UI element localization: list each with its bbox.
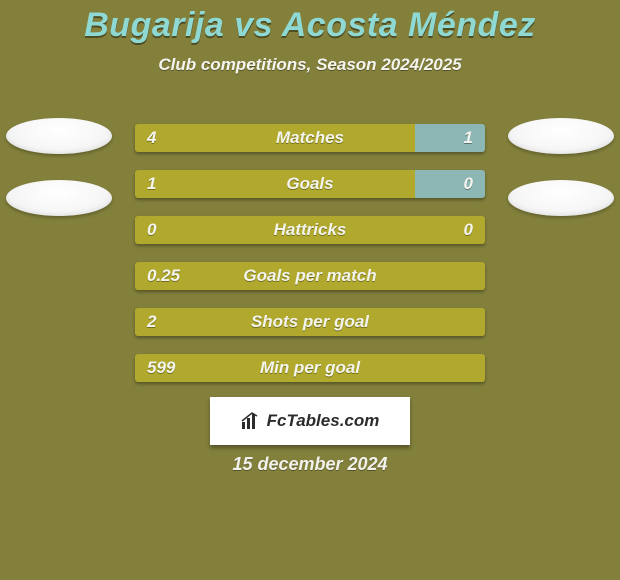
page-title: Bugarija vs Acosta Méndez xyxy=(0,0,620,45)
stat-bar: Min per goal599 xyxy=(135,354,485,382)
date-line: 15 december 2024 xyxy=(0,454,620,475)
stat-bar: Shots per goal2 xyxy=(135,308,485,336)
bar-chart-icon xyxy=(241,412,261,430)
right-avatar-column xyxy=(506,118,616,216)
stat-bar: Goals per match0.25 xyxy=(135,262,485,290)
stat-bar-left-segment xyxy=(135,124,415,152)
avatar xyxy=(508,118,614,154)
stat-bar-left-segment xyxy=(135,170,415,198)
stat-bar: Matches41 xyxy=(135,124,485,152)
stat-bar-left-segment xyxy=(135,216,485,244)
avatar xyxy=(6,118,112,154)
stat-bar-left-segment xyxy=(135,262,485,290)
stat-bar: Hattricks00 xyxy=(135,216,485,244)
site-badge-label: FcTables.com xyxy=(267,411,380,431)
stats-bar-group: Matches41 Goals10 Hattricks00 Goals per mat… xyxy=(135,124,485,382)
avatar xyxy=(508,180,614,216)
stat-bar-right-segment xyxy=(415,170,485,198)
left-avatar-column xyxy=(4,118,114,216)
stat-bar-left-segment xyxy=(135,308,485,336)
stat-bar-right-segment xyxy=(415,124,485,152)
page-subtitle: Club competitions, Season 2024/2025 xyxy=(0,55,620,75)
site-badge: FcTables.com xyxy=(210,397,410,445)
stat-bar-left-segment xyxy=(135,354,485,382)
stat-bar: Goals10 xyxy=(135,170,485,198)
avatar xyxy=(6,180,112,216)
